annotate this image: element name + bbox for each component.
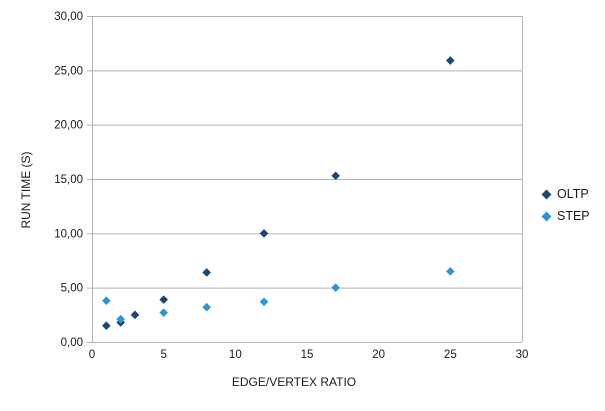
x-tick-label: 5 [160, 349, 166, 361]
data-point-oltp [259, 229, 269, 238]
y-tick-label: 30,00 [54, 11, 83, 23]
data-point-oltp [159, 295, 168, 304]
data-point-oltp [130, 310, 140, 320]
y-tick-label: 5,00 [61, 283, 83, 295]
data-point-step [331, 283, 340, 292]
data-point-step [446, 267, 455, 276]
diamond-icon [541, 211, 552, 221]
legend-item-step: STEP [541, 209, 590, 223]
data-point-step [202, 302, 211, 312]
data-point-step [116, 314, 125, 324]
x-axis-title: EDGE/VERTEX RATIO [231, 375, 357, 389]
data-point-oltp [202, 268, 211, 277]
y-tick-label: 15,00 [54, 174, 83, 186]
diamond-icon [541, 189, 552, 199]
y-tick-label: 10,00 [54, 228, 83, 240]
x-tick-label: 15 [301, 349, 314, 361]
legend-label: STEP [557, 209, 590, 223]
x-tick-label: 25 [444, 349, 457, 361]
y-tick-label: 0,00 [61, 337, 83, 349]
data-point-oltp [446, 56, 455, 65]
legend-label: OLTP [557, 187, 589, 201]
data-point-oltp [331, 171, 340, 181]
x-tick-label: 0 [89, 349, 95, 361]
y-axis-title: RUN TIME (S) [19, 151, 33, 229]
x-tick-label: 30 [516, 349, 529, 361]
legend: OLTP STEP [541, 187, 590, 223]
legend-item-oltp: OLTP [541, 187, 590, 201]
data-point-step [259, 297, 269, 307]
data-point-step [102, 296, 111, 306]
y-tick-label: 20,00 [54, 120, 83, 132]
y-tick-label: 25,00 [54, 65, 83, 77]
data-point-oltp [102, 321, 111, 330]
data-point-step [159, 308, 168, 317]
x-tick-label: 10 [229, 349, 242, 361]
x-tick-label: 20 [372, 349, 385, 361]
